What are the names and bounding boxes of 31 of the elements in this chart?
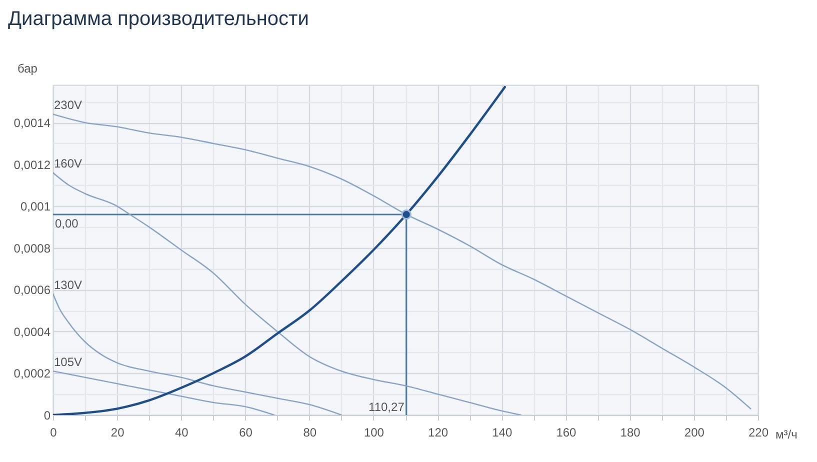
x-tick-label: 220 (748, 426, 769, 440)
line-series (53, 293, 342, 415)
series-label: 160V (54, 156, 82, 171)
y-tick-label: 0,0002 (14, 366, 51, 381)
line-series (53, 370, 275, 415)
series-label: 105V (54, 355, 82, 370)
y-tick-label: 0,0014 (14, 116, 51, 130)
x-tick-label: 200 (684, 426, 705, 440)
x-axis-title: м³/ч (776, 428, 798, 442)
x-tick-label: 180 (620, 426, 641, 440)
x-tick-label: 120 (428, 426, 448, 440)
line-series (53, 172, 522, 415)
y-tick-label: 0,0008 (14, 241, 51, 256)
y-tick-label: 0,0006 (14, 283, 51, 298)
y-tick-label: 0,001 (20, 200, 51, 214)
x-tick-label: 40 (175, 426, 189, 440)
x-tick-label: 80 (303, 426, 317, 440)
x-tick-label: 140 (492, 426, 512, 440)
x-tick-label: 160 (556, 426, 577, 440)
y-tick-label: 0,0004 (14, 324, 51, 339)
series-label: 130V (54, 278, 82, 292)
y-axis-title: бар (18, 62, 38, 76)
chart-title: Диаграмма производительности (8, 8, 309, 30)
series-label: 230V (54, 98, 82, 112)
y-tick-label: 0 (44, 408, 51, 422)
x-tick-label: 20 (110, 426, 125, 440)
ref-line-label: 0,00 (55, 216, 79, 230)
y-tick-label: 0,0012 (14, 158, 51, 172)
ref-line-label: 110,27 (368, 400, 405, 414)
x-tick-label: 60 (239, 426, 253, 440)
x-tick-label: 100 (364, 426, 384, 440)
